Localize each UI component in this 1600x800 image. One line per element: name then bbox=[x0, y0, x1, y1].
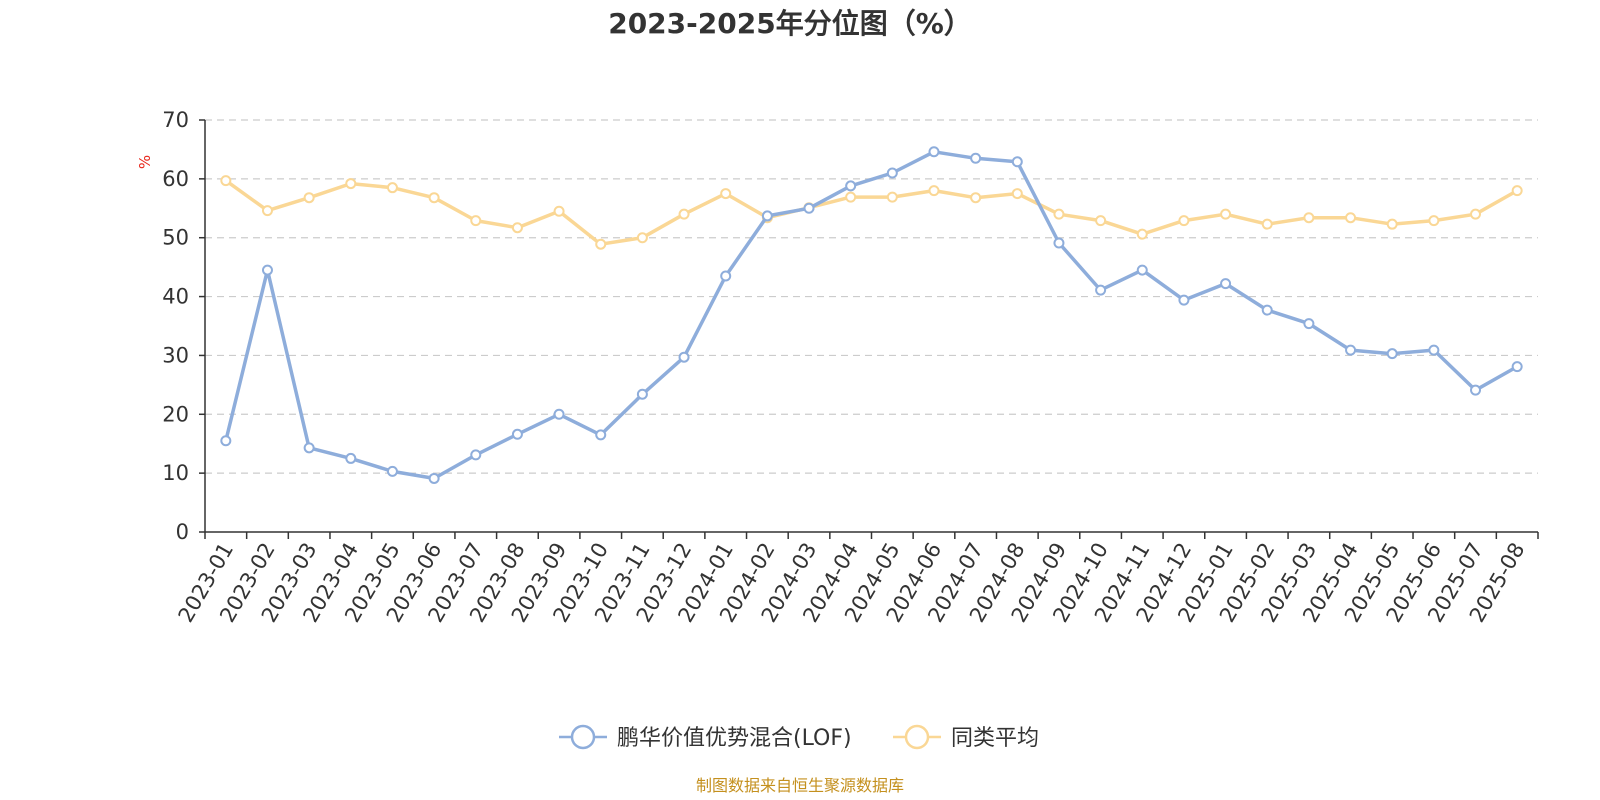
data-point[interactable] bbox=[720, 270, 732, 282]
data-point[interactable] bbox=[720, 188, 732, 200]
data-point[interactable] bbox=[303, 192, 315, 204]
legend-label: 鹏华价值优势混合(LOF) bbox=[617, 726, 852, 751]
data-point[interactable] bbox=[1345, 212, 1357, 224]
grid-lines bbox=[205, 119, 1538, 474]
data-point[interactable] bbox=[1386, 348, 1398, 360]
data-point[interactable] bbox=[1011, 156, 1023, 168]
data-point[interactable] bbox=[678, 208, 690, 220]
y-tick-label: 10 bbox=[162, 461, 189, 485]
series-line bbox=[224, 150, 1519, 481]
data-point[interactable] bbox=[1053, 237, 1065, 249]
data-point[interactable] bbox=[845, 191, 857, 203]
data-point[interactable] bbox=[220, 175, 232, 187]
data-point[interactable] bbox=[970, 152, 982, 164]
y-tick-label: 60 bbox=[162, 167, 189, 191]
data-point[interactable] bbox=[428, 192, 440, 204]
series-1 bbox=[220, 175, 1523, 250]
data-point[interactable] bbox=[345, 452, 357, 464]
data-point[interactable] bbox=[261, 205, 273, 217]
y-tick-label: 30 bbox=[162, 343, 189, 367]
data-point[interactable] bbox=[803, 202, 815, 214]
series-lines bbox=[220, 146, 1523, 484]
data-point[interactable] bbox=[1511, 361, 1523, 373]
legend-label: 同类平均 bbox=[951, 726, 1039, 751]
y-tick-label: 50 bbox=[162, 226, 189, 250]
data-point[interactable] bbox=[1011, 188, 1023, 200]
data-point[interactable] bbox=[386, 465, 398, 477]
legend[interactable]: 鹏华价值优势混合(LOF) 同类平均 bbox=[559, 724, 1039, 751]
data-point[interactable] bbox=[1470, 208, 1482, 220]
data-point[interactable] bbox=[553, 408, 565, 420]
data-point[interactable] bbox=[845, 180, 857, 192]
data-point[interactable] bbox=[761, 210, 773, 222]
data-point[interactable] bbox=[928, 185, 940, 197]
data-point[interactable] bbox=[428, 472, 440, 484]
data-point[interactable] bbox=[636, 232, 648, 244]
data-point[interactable] bbox=[220, 435, 232, 447]
data-point[interactable] bbox=[1303, 318, 1315, 330]
data-point[interactable] bbox=[1178, 215, 1190, 227]
data-point[interactable] bbox=[511, 428, 523, 440]
data-point[interactable] bbox=[261, 264, 273, 276]
source-note: 制图数据来自恒生聚源数据库 bbox=[696, 776, 904, 795]
data-point[interactable] bbox=[886, 191, 898, 203]
data-point[interactable] bbox=[470, 215, 482, 227]
data-point[interactable] bbox=[970, 192, 982, 204]
y-tick-label: 20 bbox=[162, 402, 189, 426]
data-point[interactable] bbox=[386, 182, 398, 194]
data-point[interactable] bbox=[886, 167, 898, 179]
data-point[interactable] bbox=[1220, 278, 1232, 290]
data-point[interactable] bbox=[1095, 215, 1107, 227]
legend-item-0[interactable]: 鹏华价值优势混合(LOF) bbox=[559, 724, 852, 751]
series-0 bbox=[220, 146, 1523, 484]
data-point[interactable] bbox=[511, 222, 523, 234]
data-point[interactable] bbox=[345, 178, 357, 190]
y-tick-labels: 0 10 20 30 40 50 60 70 bbox=[162, 108, 189, 544]
y-tick-label: 40 bbox=[162, 285, 189, 309]
legend-swatch-circle bbox=[904, 724, 930, 750]
data-point[interactable] bbox=[553, 205, 565, 217]
data-point[interactable] bbox=[1470, 384, 1482, 396]
axes bbox=[199, 119, 1539, 539]
data-point[interactable] bbox=[303, 442, 315, 454]
data-point[interactable] bbox=[1220, 208, 1232, 220]
data-point[interactable] bbox=[1136, 228, 1148, 240]
y-tick-label: 70 bbox=[162, 108, 189, 132]
y-axis-unit: % bbox=[136, 155, 154, 169]
data-point[interactable] bbox=[1136, 264, 1148, 276]
chart-title: 2023-2025年分位图（%） bbox=[608, 7, 972, 40]
series-line bbox=[224, 179, 1519, 246]
data-point[interactable] bbox=[1345, 344, 1357, 356]
data-point[interactable] bbox=[470, 449, 482, 461]
legend-swatch-circle bbox=[570, 724, 596, 750]
data-point[interactable] bbox=[595, 238, 607, 250]
data-point[interactable] bbox=[1386, 218, 1398, 230]
x-tick-labels: 2023-012023-022023-032023-042023-052023-… bbox=[173, 539, 1529, 627]
data-point[interactable] bbox=[1303, 212, 1315, 224]
data-point[interactable] bbox=[1261, 304, 1273, 316]
data-point[interactable] bbox=[1178, 294, 1190, 306]
data-point[interactable] bbox=[678, 351, 690, 363]
data-point[interactable] bbox=[1428, 215, 1440, 227]
data-point[interactable] bbox=[1053, 208, 1065, 220]
data-point[interactable] bbox=[636, 388, 648, 400]
data-point[interactable] bbox=[595, 429, 607, 441]
legend-item-1[interactable]: 同类平均 bbox=[893, 724, 1039, 751]
data-point[interactable] bbox=[1428, 344, 1440, 356]
data-point[interactable] bbox=[1095, 284, 1107, 296]
data-point[interactable] bbox=[928, 146, 940, 158]
y-tick-label: 0 bbox=[176, 520, 189, 544]
data-point[interactable] bbox=[1511, 185, 1523, 197]
data-point[interactable] bbox=[1261, 218, 1273, 230]
